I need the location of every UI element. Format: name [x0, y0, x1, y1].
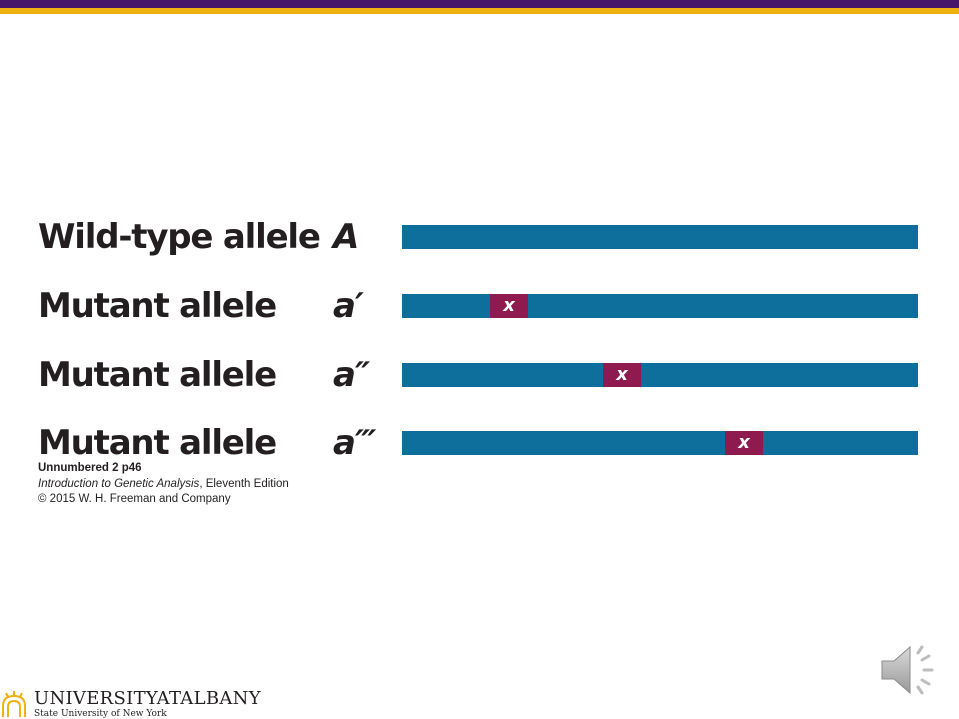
university-logo: UNIVERSITYATALBANY State University of N… — [0, 688, 270, 719]
mutation-marker: x — [725, 431, 763, 455]
allele-symbol: A — [333, 217, 359, 257]
top-band-purple — [0, 0, 959, 8]
gene-bar: x — [402, 294, 918, 318]
allele-label: Mutant allele — [38, 286, 277, 326]
mutation-marker: x — [490, 294, 528, 318]
allele-row-mutant-3: Mutant allele a‴ x — [0, 421, 959, 465]
gene-bar: x — [402, 431, 918, 455]
mutation-marker: x — [603, 363, 641, 387]
allele-symbol: a′ — [333, 286, 364, 326]
allele-label: Mutant allele — [38, 423, 277, 463]
allele-row-wild-type: Wild-type allele A — [0, 215, 959, 259]
speaker-icon[interactable] — [878, 641, 942, 699]
gene-bar — [402, 225, 918, 249]
allele-row-mutant-1: Mutant allele a′ x — [0, 284, 959, 328]
caption-edition: , Eleventh Edition — [199, 477, 289, 490]
sunburst-logo-icon — [2, 691, 26, 717]
caption-copyright: © 2015 W. H. Freeman and Company — [38, 493, 231, 505]
caption-source: Introduction to Genetic Analysis, Eleven… — [38, 477, 289, 493]
university-name: UNIVERSITYATALBANY — [34, 688, 261, 709]
caption-figure-id: Unnumbered 2 p46 — [38, 462, 142, 474]
university-subtitle: State University of New York — [34, 709, 167, 719]
caption-book-title: Introduction to Genetic Analysis — [38, 477, 200, 490]
allele-row-mutant-2: Mutant allele a″ x — [0, 353, 959, 397]
allele-symbol: a″ — [333, 355, 370, 395]
figure-caption: Unnumbered 2 p46 Introduction to Genetic… — [38, 461, 289, 508]
allele-label: Mutant allele — [38, 355, 277, 395]
top-band-gold — [0, 8, 959, 14]
allele-symbol: a‴ — [333, 423, 376, 463]
gene-bar: x — [402, 363, 918, 387]
allele-label: Wild-type allele — [38, 217, 321, 257]
